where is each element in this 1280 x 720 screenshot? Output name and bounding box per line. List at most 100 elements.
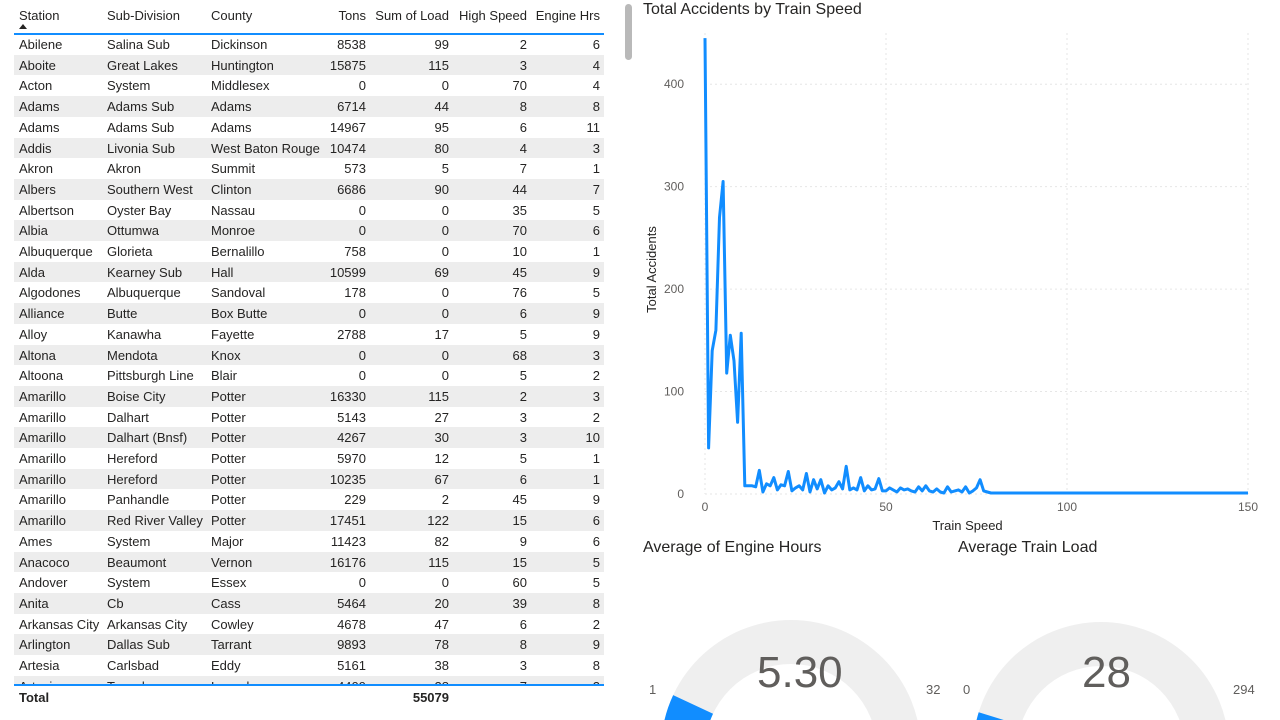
engine-hours-gauge[interactable] — [640, 560, 955, 720]
cell-high-speed: 3 — [519, 57, 527, 73]
cell-high-speed: 2 — [519, 388, 527, 404]
sort-ascending-icon[interactable] — [19, 24, 27, 29]
cell-engine-hrs: 6 — [592, 37, 600, 52]
cell-engine-hrs: 9 — [592, 492, 600, 508]
table-row[interactable]: Amarillo Boise City Potter 16330 115 2 3 — [14, 385, 604, 407]
header-station[interactable]: Station — [19, 8, 60, 23]
table-row[interactable]: Alloy Kanawha Fayette 2788 17 5 9 — [14, 324, 604, 345]
header-tons[interactable]: Tons — [338, 8, 366, 23]
table-scrollbar[interactable] — [624, 0, 633, 700]
table-row[interactable]: Andover System Essex 0 0 60 5 — [14, 572, 604, 593]
cell-engine-hrs: 6 — [592, 513, 600, 529]
cell-high-speed: 3 — [519, 409, 527, 425]
cell-tons: 4678 — [337, 616, 366, 632]
cell-sub-division: System — [107, 78, 151, 94]
cell-tons: 8538 — [337, 37, 366, 52]
cell-engine-hrs: 5 — [592, 575, 600, 591]
y-tick-label: 100 — [664, 385, 684, 399]
table-row[interactable]: Abilene Salina Sub Dickinson 8538 99 2 6 — [14, 34, 604, 55]
cell-high-speed: 60 — [512, 575, 527, 591]
cell-high-speed: 9 — [519, 533, 527, 549]
table-row[interactable]: Anacoco Beaumont Vernon 16176 115 15 5 — [14, 551, 604, 573]
cell-engine-hrs: 5 — [592, 554, 600, 570]
table-row[interactable]: Albia Ottumwa Monroe 0 0 70 6 — [14, 220, 604, 241]
table-row[interactable]: Altona Mendota Knox 0 0 68 3 — [14, 344, 604, 366]
table-row[interactable]: Alliance Butte Box Butte 0 0 6 9 — [14, 303, 604, 324]
table-row[interactable]: Amarillo Hereford Potter 10235 67 6 1 — [14, 468, 604, 490]
train-load-gauge[interactable] — [955, 560, 1280, 720]
table-row[interactable]: Ames System Major 11423 82 9 6 — [14, 531, 604, 552]
header-high-speed[interactable]: High Speed — [459, 8, 527, 23]
cell-county: Cowley — [211, 616, 254, 632]
y-tick-label: 0 — [677, 487, 684, 501]
line-chart-title: Total Accidents by Train Speed — [643, 1, 862, 18]
table-row[interactable]: Amarillo Red River Valley Potter 17451 122 15… — [14, 510, 604, 531]
table-row[interactable]: Artesia Carlsbad Eddy 5161 38 3 8 — [14, 655, 604, 676]
cell-sub-division: Kanawha — [107, 326, 162, 342]
table-row[interactable]: Arkansas City Arkansas City Cowley 4678 47 6 2 — [14, 614, 604, 635]
cell-high-speed: 10 — [512, 244, 527, 259]
table-row[interactable]: Adams Adams Sub Adams 6714 44 8 8 — [14, 96, 604, 117]
cell-county: Monroe — [211, 223, 256, 239]
table-row[interactable]: Albertson Oyster Bay Nassau 0 0 35 5 — [14, 200, 604, 221]
header-sum-of-load[interactable]: Sum of Load — [375, 8, 449, 23]
cell-sub-division: Hereford — [107, 451, 158, 466]
cell-sub-division: System — [107, 533, 151, 549]
cell-county: Bernalillo — [211, 244, 265, 259]
cell-sub-division: Arkansas City — [107, 616, 188, 632]
cell-tons: 5970 — [337, 451, 366, 466]
cell-sub-division: Adams Sub — [107, 119, 175, 135]
cell-engine-hrs: 2 — [592, 616, 600, 632]
table-row[interactable]: Altoona Pittsburgh Line Blair 0 0 5 2 — [14, 365, 604, 386]
table-row[interactable]: Albers Southern West Clinton 6686 90 44 7 — [14, 178, 604, 200]
cell-engine-hrs: 1 — [592, 244, 600, 259]
table-row[interactable]: Amarillo Dalhart Potter 5143 27 3 2 — [14, 407, 604, 428]
cell-high-speed: 3 — [519, 430, 527, 446]
cell-engine-hrs: 4 — [592, 57, 600, 73]
table-row[interactable]: Artesia Tuscaloosa Lowndes 4409 28 7 2 — [14, 675, 604, 686]
station-table[interactable]: Station Sub-Division County Tons Sum of … — [14, 0, 604, 710]
cell-county: Cass — [211, 595, 241, 611]
table-row[interactable]: Acton System Middlesex 0 0 70 4 — [14, 75, 604, 96]
cell-engine-hrs: 8 — [592, 595, 600, 611]
cell-engine-hrs: 7 — [592, 181, 600, 197]
cell-county: Eddy — [211, 658, 241, 673]
cell-engine-hrs: 1 — [592, 451, 600, 466]
cell-tons: 4267 — [337, 430, 366, 446]
table-row[interactable]: Alda Kearney Sub Hall 10599 69 45 9 — [14, 261, 604, 283]
header-sub-division[interactable]: Sub-Division — [107, 8, 180, 23]
table-row[interactable]: Amarillo Panhandle Potter 229 2 45 9 — [14, 489, 604, 510]
table-row[interactable]: Addis Livonia Sub West Baton Rouge 10474 80 4… — [14, 137, 604, 159]
cell-sum-of-load: 20 — [434, 595, 449, 611]
cell-sum-of-load: 0 — [441, 244, 449, 259]
table-row[interactable]: Aboite Great Lakes Huntington 15875 115 3 4 — [14, 54, 604, 76]
header-engine-hrs[interactable]: Engine Hrs — [535, 8, 600, 23]
cell-station: Albia — [19, 223, 48, 239]
table-row[interactable]: Arlington Dallas Sub Tarrant 9893 78 8 9 — [14, 634, 604, 655]
cell-tons: 5143 — [337, 409, 366, 425]
table-row[interactable]: Amarillo Hereford Potter 5970 12 5 1 — [14, 448, 604, 469]
cell-sub-division: Pittsburgh Line — [107, 368, 194, 384]
header-county[interactable]: County — [211, 8, 253, 23]
cell-station: Abilene — [19, 37, 63, 52]
cell-sum-of-load: 115 — [428, 388, 449, 404]
table-row[interactable]: Akron Akron Summit 573 5 7 1 — [14, 158, 604, 179]
table-row[interactable]: Adams Adams Sub Adams 14967 95 6 11 — [14, 117, 604, 138]
cell-sub-division: Beaumont — [107, 554, 167, 570]
table-scrollbar-thumb[interactable] — [625, 4, 632, 60]
cell-tons: 2788 — [337, 326, 366, 342]
cell-sub-division: Salina Sub — [107, 37, 170, 52]
cell-high-speed: 70 — [512, 223, 527, 239]
cell-station: Albers — [19, 181, 56, 197]
cell-sub-division: Panhandle — [107, 492, 170, 508]
cell-high-speed: 45 — [512, 264, 527, 280]
table-row[interactable]: Algodones Albuquerque Sandoval 178 0 76 5 — [14, 282, 604, 303]
table-row[interactable]: Albuquerque Glorieta Bernalillo 758 0 10 1 — [14, 241, 604, 262]
table-row[interactable]: Anita Cb Cass 5464 20 39 8 — [14, 592, 604, 614]
table-row[interactable]: Amarillo Dalhart (Bnsf) Potter 4267 30 3 10 — [14, 427, 604, 448]
line-chart[interactable]: 0 100 200 300 400 0 50 100 150 Train Speed Total A… — [640, 0, 1280, 535]
gauge-load-min: 0 — [963, 682, 971, 697]
cell-tons: 11423 — [330, 533, 366, 549]
cell-engine-hrs: 5 — [592, 285, 600, 301]
cell-engine-hrs: 2 — [592, 409, 600, 425]
